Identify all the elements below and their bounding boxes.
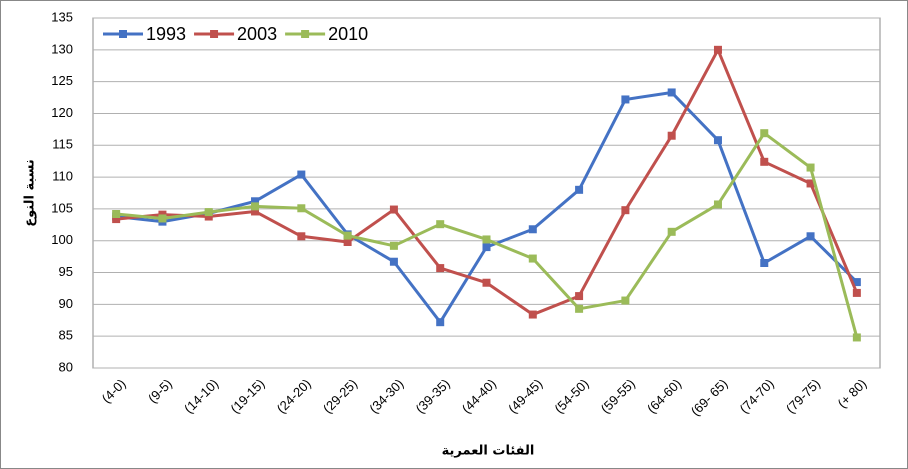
point-marker [297,204,306,213]
point-marker [482,235,491,244]
y-tick-label: 90 [59,296,73,311]
point-marker [575,304,584,313]
point-marker [713,200,722,209]
y-tick-label: 105 [51,200,73,215]
point-marker [251,207,260,216]
point-marker [343,231,352,240]
point-marker [112,215,121,224]
point-marker [575,292,584,301]
point-marker [713,45,722,54]
legend-marker [119,30,127,38]
legend-marker [301,30,310,38]
point-marker [436,264,445,273]
legend-label: 2003 [237,24,277,44]
legend-marker [210,30,219,38]
legend-label: 2010 [328,24,368,44]
y-tick-label: 115 [52,137,73,152]
point-marker [251,197,260,206]
x-axis-title: الفئات العمرية [442,444,535,459]
y-axis-title: نسبة النوع [23,159,38,227]
point-marker [760,129,769,138]
legend-label: 1993 [146,24,186,44]
point-marker [852,278,861,287]
point-marker [436,220,445,229]
point-marker [158,214,167,223]
point-marker [760,157,769,166]
point-marker [482,243,491,252]
y-tick-label: 80 [59,359,73,374]
point-marker [667,131,676,140]
point-marker [621,296,630,305]
point-marker [852,288,861,297]
point-marker [204,208,213,217]
point-marker [204,212,213,221]
y-tick-label: 135 [51,9,73,24]
point-marker [112,210,121,218]
point-marker [621,95,630,104]
y-tick-label: 120 [51,105,73,120]
point-marker [528,225,537,234]
point-marker [297,232,306,241]
y-tick-label: 85 [59,328,73,343]
point-marker [713,136,722,145]
y-tick-label: 95 [59,264,73,279]
point-marker [760,259,769,267]
point-marker [528,254,537,263]
point-marker [667,227,676,236]
y-tick-label: 100 [51,232,73,247]
point-marker [806,163,815,172]
point-marker [575,185,584,194]
point-marker [297,170,306,179]
point-marker [482,278,491,287]
y-tick-label: 125 [51,73,73,88]
point-marker [343,238,352,246]
point-marker [436,318,445,327]
plot-area [92,17,881,369]
point-marker [806,232,815,241]
y-tick-label: 130 [51,41,73,56]
point-marker [528,310,537,319]
point-marker [806,179,815,188]
point-marker [667,88,676,97]
point-marker [621,206,630,215]
point-marker [389,205,398,214]
point-marker [251,202,260,211]
point-marker [389,241,398,250]
point-marker [389,257,398,266]
y-tick-label: 110 [52,169,73,184]
point-marker [852,333,861,342]
